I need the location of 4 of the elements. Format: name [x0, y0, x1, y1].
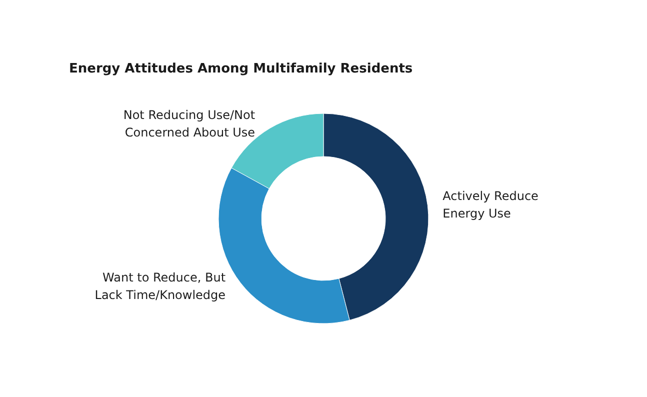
slice-label: Actively Reduce Energy Use — [442, 188, 538, 220]
slice-label: Want to Reduce, But Lack Time/Knowledge — [94, 270, 226, 302]
slice-label: Not Reducing Use/Not Concerned About Use — [123, 108, 256, 140]
chart-title: Energy Attitudes Among Multifamily Residents — [69, 62, 413, 76]
